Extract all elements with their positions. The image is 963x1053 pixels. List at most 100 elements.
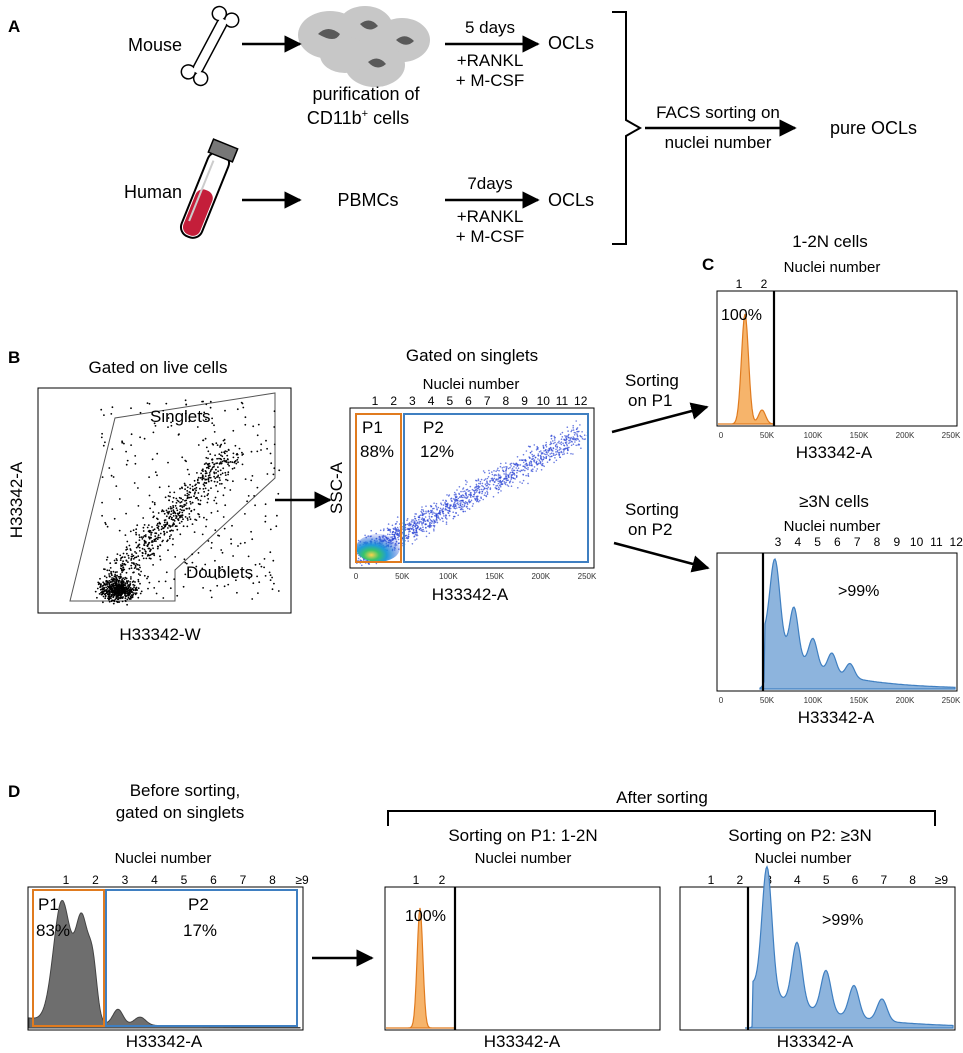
human-ocls: OCLs <box>548 190 594 210</box>
p1-gate <box>355 413 402 563</box>
c-bottom-plot <box>716 552 958 692</box>
d-p1-pct: 83% <box>36 921 70 940</box>
mouse-step-line1: purification of <box>312 84 420 104</box>
p1-pct: 88% <box>360 442 394 461</box>
c-bottom-nuclei-tick-7: 10 <box>910 535 924 549</box>
b-nuclei-tick-9: 10 <box>537 394 551 408</box>
d-p1-label: P1 <box>38 895 59 914</box>
d-left-nuclei-tick-3: 4 <box>151 873 158 887</box>
d-before-l1: Before sorting, <box>130 781 241 800</box>
p1-label: P1 <box>362 418 383 437</box>
d-right-xlabel: H33342-A <box>777 1032 854 1051</box>
d-p1-gate <box>32 889 105 1027</box>
sort-p2-arrow <box>613 541 710 573</box>
b-nuclei-tick-4: 5 <box>446 394 453 408</box>
d-left-nuclei-tick-7: 8 <box>269 873 276 887</box>
d-mid-nuclei-label: Nuclei number <box>475 850 572 867</box>
singlets-label: Singlets <box>150 407 210 426</box>
d-sort2: Sorting on P2: ≥3N <box>728 826 872 845</box>
c-top-x-tick-5: 250K <box>942 431 961 440</box>
mouse-rankl: +RANKL <box>457 51 524 70</box>
p2-label: P2 <box>423 418 444 437</box>
b-nuclei-tick-3: 4 <box>428 394 435 408</box>
mouse-ocls: OCLs <box>548 33 594 53</box>
d-right-plot <box>679 865 956 1031</box>
mouse-label: Mouse <box>128 35 182 55</box>
d-right-nuclei-tick-7: 8 <box>909 873 916 887</box>
c-top-histogram <box>718 313 775 425</box>
d-right-nuclei-tick-6: 7 <box>880 873 887 887</box>
d-right-nuclei-tick-0: 1 <box>708 873 715 887</box>
d-mid-plot <box>384 886 661 1031</box>
c-top-plot <box>716 290 958 427</box>
c-bottom-nuclei-label: Nuclei number <box>784 518 881 535</box>
c-bottom-histogram <box>759 557 956 690</box>
c-bottom-nuclei-tick-1: 4 <box>794 535 801 549</box>
b-nuclei-label: Nuclei number <box>423 376 520 393</box>
d-left-nuclei-tick-0: 1 <box>63 873 70 887</box>
cells-icon <box>298 6 430 87</box>
blood-tube-icon <box>179 138 239 239</box>
d-right-histogram <box>745 865 954 1029</box>
p2-pct: 12% <box>420 442 454 461</box>
b-nuclei-tick-11: 12 <box>574 394 588 408</box>
c-bot-x-tick-2: 100K <box>804 696 823 705</box>
b-right-plot <box>349 407 595 569</box>
b-nuclei-ticks: 1 2 3 4 5 6 7 8 9 10 11 12 <box>372 394 588 408</box>
human-rankl: +RANKL <box>457 207 524 226</box>
c-bottom-nuclei-ticks: 3 4 5 6 7 8 9 10 11 12 <box>775 535 963 549</box>
d-left-nuclei-tick-8: ≥9 <box>295 873 309 887</box>
singlets-gate <box>69 392 276 602</box>
d-after-bracket <box>387 810 936 826</box>
d-left-nuclei-tick-4: 5 <box>181 873 188 887</box>
facs-line1: FACS sorting on <box>656 103 780 122</box>
b-nuclei-tick-1: 2 <box>390 394 397 408</box>
c-top-x-tick-2: 100K <box>804 431 823 440</box>
c-bottom-nuclei-tick-6: 9 <box>893 535 900 549</box>
c-bottom-nuclei-tick-9: 12 <box>950 535 963 549</box>
d-right-nuclei-tick-3: 4 <box>794 873 801 887</box>
d-mid-nuclei-2: 2 <box>439 873 446 887</box>
d-left-nuclei-tick-5: 6 <box>210 873 217 887</box>
c-bottom-nuclei-tick-3: 6 <box>834 535 841 549</box>
c-top-pct: 100% <box>721 307 762 324</box>
d-left-nuclei-label: Nuclei number <box>115 850 212 867</box>
human-step-label: PBMCs <box>337 190 398 210</box>
d-left-nuclei-tick-1: 2 <box>92 873 99 887</box>
c-bottom-nuclei-tick-2: 5 <box>814 535 821 549</box>
d-left-nuclei-ticks: 1 2 3 4 5 6 7 8 ≥9 <box>63 873 309 887</box>
p2-gate <box>403 413 589 563</box>
sort-p1-l2: on P1 <box>628 391 672 410</box>
b-x-tick-0: 0 <box>354 572 359 581</box>
doublets-label: Doublets <box>186 563 253 582</box>
d-right-nuclei-tick-4: 5 <box>823 873 830 887</box>
b-left-plot <box>37 387 292 614</box>
c-bot-x-tick-0: 0 <box>719 696 724 705</box>
sort-p2-l2: on P2 <box>628 520 672 539</box>
c-bottom-title: ≥3N cells <box>799 492 869 511</box>
d-right-nuclei-tick-5: 6 <box>852 873 859 887</box>
b-nuclei-tick-8: 9 <box>521 394 528 408</box>
c-bottom-nuclei-tick-0: 3 <box>775 535 782 549</box>
d-before-l2: gated on singlets <box>116 803 245 822</box>
c-top-x-tick-1: 50K <box>760 431 775 440</box>
human-days: 7days <box>467 174 512 193</box>
d-p2-gate <box>105 889 298 1027</box>
d-p2-label: P2 <box>188 895 209 914</box>
panel-d-letter: D <box>8 782 20 801</box>
b-nuclei-tick-2: 3 <box>409 394 416 408</box>
c-top-nuclei-1: 1 <box>736 277 743 291</box>
c-top-x-tick-3: 150K <box>850 431 869 440</box>
c-bottom-xlabel: H33342-A <box>798 708 875 727</box>
b-x-tick-2: 100K <box>439 572 458 581</box>
d-mid-xlabel: H33342-A <box>484 1032 561 1051</box>
d-left-nuclei-tick-2: 3 <box>122 873 129 887</box>
mouse-days: 5 days <box>465 18 515 37</box>
b-nuclei-tick-0: 1 <box>372 394 379 408</box>
sort-p1-arrow <box>611 402 709 434</box>
mouse-mcsf: + M-CSF <box>456 71 524 90</box>
pure-ocls: pure OCLs <box>830 118 917 138</box>
b-left-dots <box>94 399 281 606</box>
c-bottom-nuclei-tick-4: 7 <box>854 535 861 549</box>
